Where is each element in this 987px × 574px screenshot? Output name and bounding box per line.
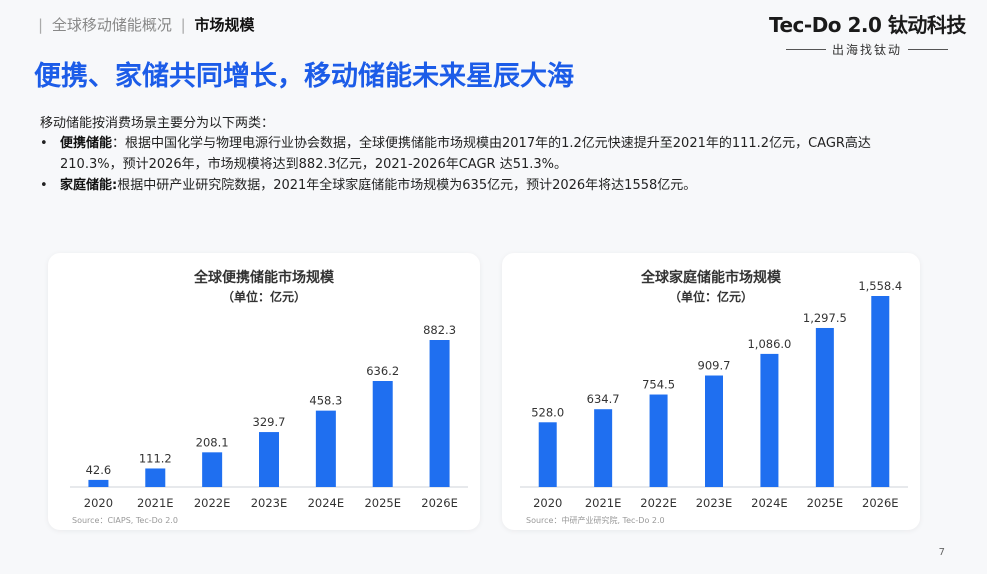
bar-chart-home: 528.0 2020 634.7 2021E 754.5 2022E 909.7 2023E 1… bbox=[520, 279, 908, 510]
x-tick-label: 2023E bbox=[696, 496, 733, 510]
x-tick-label: 2024E bbox=[751, 496, 788, 510]
data-label: 636.2 bbox=[366, 364, 399, 378]
x-tick-label: 2025E bbox=[807, 496, 844, 510]
bar-2022E bbox=[202, 452, 223, 487]
bar-2022E bbox=[649, 394, 668, 487]
tagline-left-rule bbox=[785, 49, 826, 50]
data-label: 1,297.5 bbox=[803, 311, 847, 325]
bar-2023E bbox=[705, 375, 723, 487]
chart-title: 全球便携储能市场规模 bbox=[194, 270, 334, 286]
bar-2026E bbox=[429, 340, 450, 487]
bar-2020 bbox=[88, 479, 109, 487]
x-tick-label: 2022E bbox=[194, 496, 231, 510]
bar-2021E bbox=[594, 409, 613, 487]
chart-card-home: 全球家庭储能市场规模 （单位：亿元） 528.0 2020 634.7 2021E 75… bbox=[502, 253, 920, 530]
data-label: 528.0 bbox=[531, 405, 564, 419]
data-label: 208.1 bbox=[196, 435, 229, 449]
bar-2025E bbox=[815, 327, 834, 487]
bullet-term: 便携储能 bbox=[60, 136, 113, 151]
x-tick-label: 2025E bbox=[364, 496, 401, 510]
data-label: 909.7 bbox=[698, 359, 731, 373]
data-label: 111.2 bbox=[139, 451, 172, 465]
bullet-text: 根据中研产业研究院数据，2021年全球家庭储能市场规模为635亿元，预计2026… bbox=[117, 178, 697, 193]
bullet-list: 便携储能：根据中国化学与物理电源行业协会数据，全球便携储能市场规模由2017年的… bbox=[40, 133, 920, 196]
brand-logo: Tec-Do 2.0 钛动科技 出海找钛动 bbox=[769, 9, 966, 58]
brand-tagline: 出海找钛动 bbox=[831, 43, 902, 57]
chart-unit: （单位：亿元） bbox=[221, 290, 306, 304]
page-number: 7 bbox=[938, 547, 945, 558]
data-label: 634.7 bbox=[587, 392, 620, 406]
chart-source: Source：CIAPS, Tec-Do 2.0 bbox=[72, 516, 178, 525]
chart-title: 全球家庭储能市场规模 bbox=[641, 270, 781, 286]
tagline-right-rule bbox=[908, 49, 948, 50]
chart-card-portable: 全球便携储能市场规模 （单位：亿元） 42.6 2020 111.2 2021E 208… bbox=[48, 253, 480, 530]
data-label: 458.3 bbox=[309, 394, 342, 408]
breadcrumb: | 全球移动储能概况 | 市场规模 bbox=[34, 14, 255, 35]
x-tick-label: 2020 bbox=[533, 496, 562, 510]
data-label: 882.3 bbox=[423, 323, 456, 337]
data-label: 1,086.0 bbox=[747, 337, 791, 351]
bar-chart-portable: 42.6 2020 111.2 2021E 208.1 2022E 329.7 2023E 45… bbox=[70, 323, 468, 510]
data-label: 42.6 bbox=[86, 463, 112, 477]
x-tick-label: 2024E bbox=[308, 496, 345, 510]
bar-2024E bbox=[760, 353, 779, 487]
bullet-portable: 便携储能：根据中国化学与物理电源行业协会数据，全球便携储能市场规模由2017年的… bbox=[40, 133, 920, 175]
bar-2025E bbox=[372, 381, 393, 487]
x-tick-label: 2021E bbox=[137, 496, 174, 510]
intro-text: 移动储能按消费场景主要分为以下两类： bbox=[40, 116, 275, 131]
brand-tagline-row: 出海找钛动 bbox=[769, 41, 965, 58]
bar-2024E bbox=[315, 410, 336, 487]
x-tick-label: 2021E bbox=[585, 496, 622, 510]
chart-source: Source：中研产业研究院, Tec-Do 2.0 bbox=[526, 516, 665, 525]
page-headline: 便携、家储共同增长，移动储能未来星辰大海 bbox=[34, 61, 574, 92]
breadcrumb-parent: 全球移动储能概况 bbox=[51, 16, 172, 34]
chart-unit: （单位：亿元） bbox=[668, 290, 753, 304]
x-tick-label: 2023E bbox=[251, 496, 288, 510]
bar-2020 bbox=[538, 422, 557, 487]
bullet-home: 家庭储能:根据中研产业研究院数据，2021年全球家庭储能市场规模为635亿元，预… bbox=[40, 175, 920, 196]
brand-name: Tec-Do 2.0 钛动科技 bbox=[769, 13, 966, 37]
bar-2026E bbox=[871, 296, 890, 487]
breadcrumb-current: 市场规模 bbox=[194, 16, 255, 34]
bullet-term: 家庭储能: bbox=[60, 178, 118, 193]
bullet-text: ：根据中国化学与物理电源行业协会数据，全球便携储能市场规模由2017年的1.2亿… bbox=[60, 136, 871, 172]
x-tick-label: 2022E bbox=[640, 496, 677, 510]
data-label: 329.7 bbox=[253, 415, 286, 429]
bar-2021E bbox=[145, 468, 166, 487]
data-label: 754.5 bbox=[642, 378, 675, 392]
breadcrumb-lead-separator: | bbox=[38, 16, 44, 34]
x-tick-label: 2026E bbox=[862, 496, 899, 510]
data-label: 1,558.4 bbox=[858, 279, 902, 293]
bar-2023E bbox=[259, 432, 279, 487]
x-tick-label: 2020 bbox=[84, 496, 113, 510]
breadcrumb-separator: | bbox=[180, 16, 186, 34]
x-tick-label: 2026E bbox=[421, 496, 458, 510]
